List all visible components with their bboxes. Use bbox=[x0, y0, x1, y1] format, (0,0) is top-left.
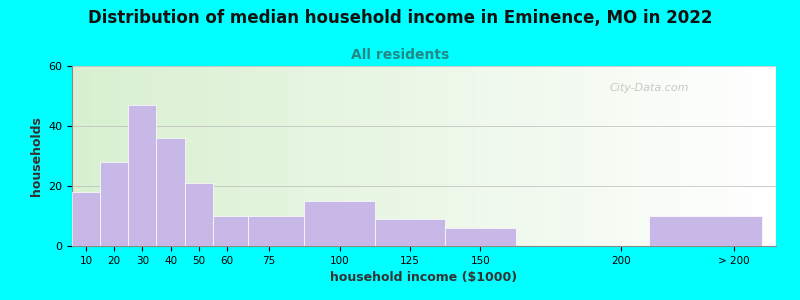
Y-axis label: households: households bbox=[30, 116, 42, 196]
Bar bbox=[185, 183, 213, 246]
Bar bbox=[72, 192, 100, 246]
Bar bbox=[248, 216, 304, 246]
Bar bbox=[374, 219, 445, 246]
Bar bbox=[128, 105, 157, 246]
Bar bbox=[650, 216, 762, 246]
Bar bbox=[445, 228, 515, 246]
Bar bbox=[100, 162, 128, 246]
Text: City-Data.com: City-Data.com bbox=[610, 82, 689, 93]
X-axis label: household income ($1000): household income ($1000) bbox=[330, 271, 518, 284]
Bar bbox=[304, 201, 374, 246]
Bar bbox=[213, 216, 248, 246]
Text: All residents: All residents bbox=[351, 48, 449, 62]
Text: Distribution of median household income in Eminence, MO in 2022: Distribution of median household income … bbox=[88, 9, 712, 27]
Bar bbox=[157, 138, 185, 246]
